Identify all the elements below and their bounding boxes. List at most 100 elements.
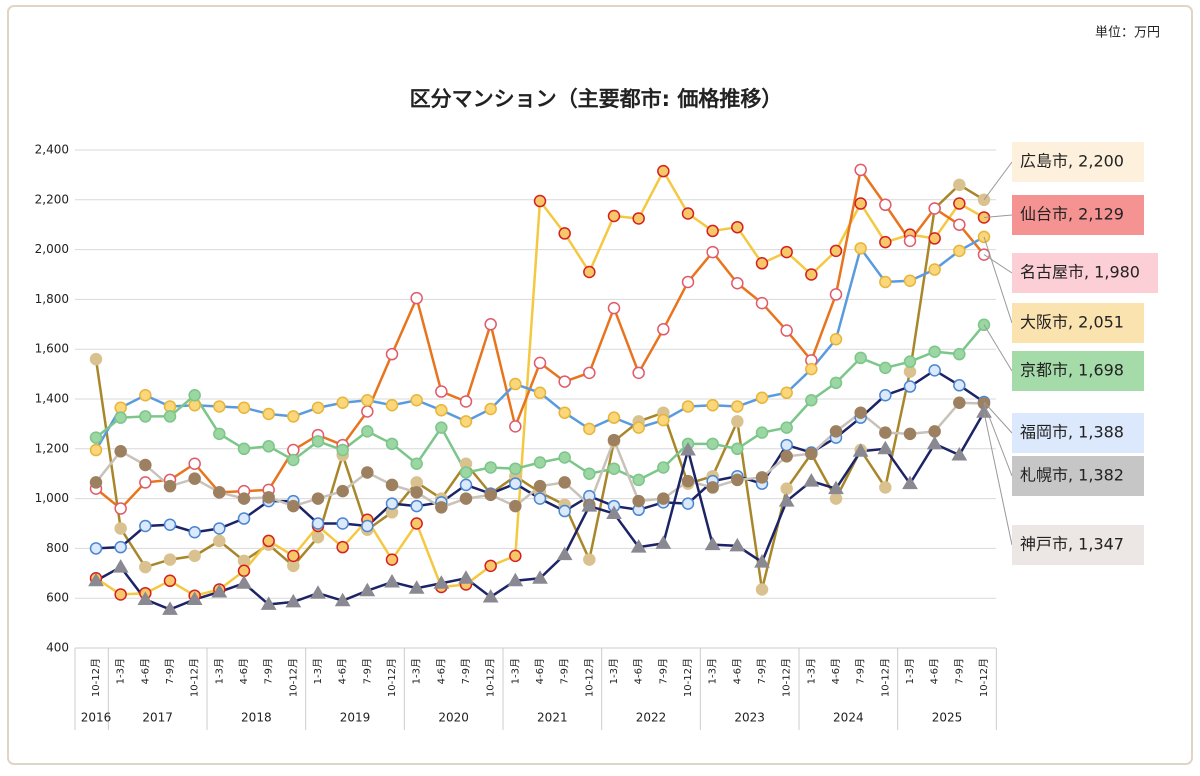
x-tick-label: 1-3月 — [115, 658, 127, 684]
series-label: 仙台市, 2,129 — [1020, 205, 1124, 224]
x-tick-label: 1-3月 — [904, 658, 916, 684]
marker — [262, 491, 275, 504]
x-tick-label: 7-9月 — [756, 658, 768, 684]
x-tick-label: 4-6月 — [337, 658, 349, 684]
marker — [336, 484, 349, 498]
marker — [558, 375, 571, 388]
marker — [287, 453, 300, 467]
marker — [509, 420, 522, 433]
marker — [410, 393, 423, 407]
marker — [928, 345, 941, 358]
label-box — [1012, 142, 1144, 182]
marker — [336, 396, 349, 409]
marker — [681, 207, 695, 220]
x-tick-label: 1-3月 — [312, 658, 324, 684]
marker — [163, 553, 177, 566]
marker — [385, 437, 399, 451]
marker — [706, 224, 719, 238]
marker — [657, 323, 670, 336]
x-tick-label: 10-12月 — [189, 658, 201, 697]
marker — [558, 451, 571, 464]
marker — [509, 462, 522, 475]
marker — [854, 351, 867, 365]
marker — [706, 437, 719, 451]
marker — [879, 198, 892, 212]
marker — [606, 505, 622, 520]
marker — [780, 245, 793, 259]
marker — [532, 570, 548, 584]
y-tick-label: 1,000 — [35, 491, 69, 505]
marker — [583, 422, 596, 436]
marker — [410, 499, 423, 513]
marker — [137, 591, 154, 605]
marker — [607, 209, 621, 223]
marker — [114, 411, 127, 424]
x-tick-label: 1-3月 — [213, 658, 225, 684]
x-tick-label: 7-9月 — [657, 658, 669, 684]
marker — [780, 482, 793, 495]
marker — [755, 391, 769, 405]
marker — [879, 389, 892, 402]
marker — [139, 389, 152, 402]
marker — [361, 466, 374, 479]
marker — [361, 425, 374, 438]
year-label: 2020 — [438, 711, 469, 725]
marker — [877, 440, 894, 455]
label-box — [1012, 253, 1158, 293]
series-label: 大阪市, 2,051 — [1020, 313, 1124, 332]
marker — [262, 407, 275, 421]
marker — [731, 442, 744, 456]
marker — [829, 492, 843, 505]
marker — [163, 479, 177, 493]
year-label: 2023 — [734, 711, 765, 725]
marker — [828, 480, 844, 495]
marker — [385, 347, 399, 361]
marker — [755, 583, 769, 596]
marker — [114, 588, 127, 601]
marker — [163, 518, 177, 531]
marker — [484, 559, 497, 573]
label-connector — [983, 403, 1013, 477]
series-label: 福岡市, 1,388 — [1020, 423, 1124, 442]
marker — [803, 473, 820, 487]
marker — [236, 575, 252, 589]
x-tick-label: 7-9月 — [559, 658, 571, 684]
marker — [780, 438, 793, 452]
marker — [680, 442, 696, 456]
marker — [89, 476, 103, 489]
marker — [459, 492, 473, 505]
marker — [928, 202, 941, 215]
marker — [533, 456, 547, 469]
marker — [681, 474, 695, 488]
marker — [311, 401, 325, 414]
marker — [632, 421, 645, 434]
marker — [903, 274, 917, 287]
marker — [681, 275, 695, 289]
x-tick-label: 1-3月 — [707, 658, 719, 684]
y-tick-label: 1,400 — [35, 392, 69, 406]
marker — [139, 458, 152, 472]
marker — [459, 415, 473, 428]
marker — [287, 410, 300, 423]
marker — [780, 324, 793, 337]
marker — [213, 486, 226, 499]
marker — [139, 519, 152, 533]
year-label: 2018 — [241, 711, 272, 725]
year-label: 2017 — [142, 711, 173, 725]
marker — [829, 288, 843, 301]
marker — [459, 395, 473, 408]
marker — [361, 519, 374, 533]
x-tick-label: 10-12月 — [879, 658, 891, 697]
marker — [188, 549, 201, 563]
marker — [780, 386, 793, 400]
marker — [459, 478, 473, 492]
x-tick-label: 10-12月 — [90, 658, 102, 697]
marker — [484, 318, 497, 331]
marker — [706, 481, 719, 494]
x-tick-label: 7-9月 — [460, 658, 472, 684]
marker — [556, 546, 573, 561]
marker — [657, 413, 670, 427]
marker — [163, 574, 177, 588]
marker — [408, 580, 425, 594]
marker — [213, 427, 226, 441]
